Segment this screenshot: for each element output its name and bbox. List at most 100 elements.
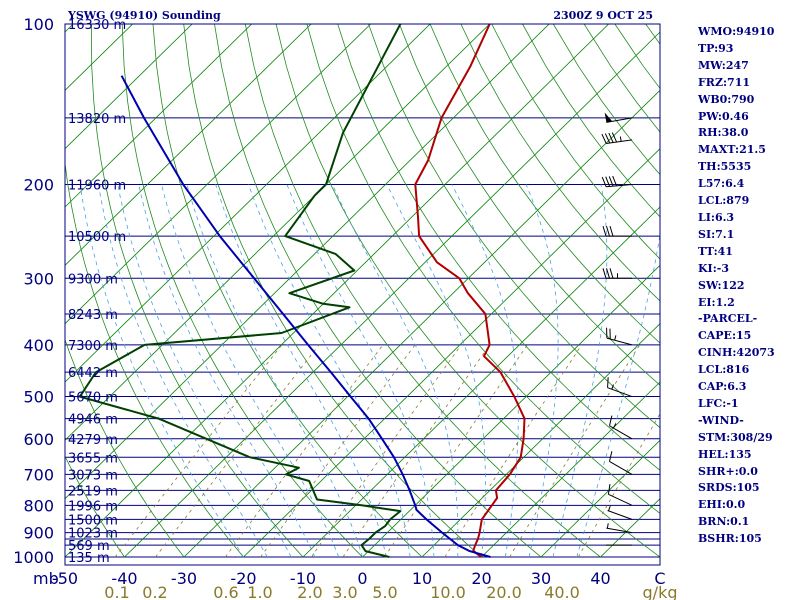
temperature-tick-label: -50 [52, 569, 78, 588]
isotherm-line [65, 24, 193, 150]
index-item: BRN:0.1 [698, 515, 750, 529]
isotherm-line [65, 24, 490, 441]
wind-barb [606, 327, 633, 346]
dry-adiabat-line [152, 24, 423, 558]
moist-adiabat-line [576, 232, 660, 558]
parcel-profile [120, 75, 491, 558]
moist-adiabat-line [525, 184, 559, 558]
wind-barb-feather [609, 225, 614, 237]
profile-series [78, 24, 526, 558]
wind-barb-feather [606, 268, 610, 279]
wind-barb-feather [606, 225, 610, 237]
wind-barb-feather [604, 133, 611, 144]
y-axis-label: mb [33, 569, 59, 588]
wind-barbs [601, 112, 633, 546]
height-label: 569 m [68, 539, 110, 554]
wind-barb-staff [606, 337, 633, 346]
isotherm-line [65, 24, 252, 208]
index-item: WMO:94910 [698, 25, 775, 38]
dry-adiabat-grid [65, 24, 660, 558]
wind-barb-feather [602, 268, 607, 279]
index-item: HEL:135 [698, 447, 752, 461]
mixing-ratio-line [311, 344, 462, 558]
pressure-tick-label: 200 [23, 175, 54, 194]
dry-adiabat-line [429, 24, 660, 344]
isotherm-line [65, 24, 312, 266]
wind-barb-feather [611, 132, 618, 143]
moist-adiabat-line [248, 184, 411, 558]
index-item: BSHR:105 [698, 532, 762, 546]
wind-barb [602, 268, 632, 279]
wind-barb-staff [609, 461, 633, 475]
index-item: SI:7.1 [698, 227, 735, 241]
mixing-ratio-line [114, 344, 283, 558]
height-label: 8243 m [68, 308, 118, 323]
index-item: LI:6.3 [698, 210, 735, 224]
temperature-tick-label: 30 [531, 569, 551, 588]
height-label: 1500 m [68, 513, 118, 528]
temperature-tick-label: -40 [111, 569, 137, 588]
pressure-tick-label: 900 [23, 524, 54, 543]
temperature-tick-label: -30 [171, 569, 197, 588]
isotherm-line [243, 148, 660, 558]
wind-barb-half [619, 136, 622, 142]
index-item: CINH:42073 [698, 346, 775, 360]
moist-adiabat-line [552, 184, 608, 558]
dry-adiabat-line [337, 24, 660, 471]
dry-adiabat-line [214, 24, 542, 558]
index-item: SW:122 [698, 278, 745, 292]
dry-adiabat-line [121, 24, 363, 558]
height-label: 11960 m [68, 178, 126, 193]
moist-adiabat-line [215, 184, 387, 558]
wind-barb [601, 175, 633, 188]
moist-adiabat-grid [79, 184, 660, 558]
height-label: 2519 m [68, 484, 118, 499]
mixing-ratio-label: 1.0 [247, 583, 272, 600]
temperature-tick-label: 10 [412, 569, 432, 588]
plot-frame [64, 23, 661, 566]
chart-title: YSWG (94910) Sounding [67, 9, 221, 22]
wind-barb-feather [607, 377, 609, 388]
index-item: WB0:790 [698, 92, 755, 106]
wind-barb-half [608, 505, 611, 512]
temperature-tick-label: 20 [471, 569, 491, 588]
index-item: LCL:879 [698, 194, 750, 208]
wind-barb-feather [608, 415, 613, 426]
temperature-tick-label: -10 [290, 569, 316, 588]
moist-adiabat-line [79, 184, 244, 558]
height-label: 9300 m [68, 272, 118, 287]
isotherm-line [302, 206, 660, 558]
chart-timestamp: 2300Z 9 OCT 25 [553, 9, 653, 22]
wind-barb-feather [608, 451, 613, 462]
isotherm-line [65, 24, 550, 500]
index-item: PW:0.46 [698, 109, 749, 123]
height-label: 3655 m [68, 451, 118, 466]
index-item: SRDS:105 [698, 481, 760, 495]
index-item: L57:6.4 [698, 177, 745, 191]
isotherm-line [0, 24, 14, 557]
wind-barb [607, 505, 633, 520]
height-label: 5670 m [68, 391, 118, 406]
wind-barb-staff [607, 387, 633, 398]
mixing-ratio-line [509, 344, 641, 558]
dry-adiabat-line [368, 24, 660, 429]
index-item: CAP:6.3 [698, 380, 747, 394]
index-item: SHR+:0.0 [698, 464, 758, 478]
mixing-ratio-label: 0.6 [213, 583, 238, 600]
isotherm-line [124, 31, 660, 558]
mixing-ratio-label: 0.2 [142, 583, 167, 600]
isobar-grid [65, 24, 660, 558]
dry-adiabat-line [306, 24, 660, 514]
mixing-ratio-label: 3.0 [332, 583, 357, 600]
temperature-profile [414, 24, 526, 558]
height-label: 1023 m [68, 527, 118, 542]
index-item: EHI:0.0 [698, 498, 746, 512]
index-item: TT:41 [698, 244, 733, 258]
index-item: TP:93 [698, 41, 734, 55]
mixing-ratio-label: 2.0 [297, 583, 322, 600]
wind-barb-half [612, 423, 617, 429]
temperature-tick-label: C [654, 569, 665, 588]
moist-adiabat-line [117, 184, 292, 558]
